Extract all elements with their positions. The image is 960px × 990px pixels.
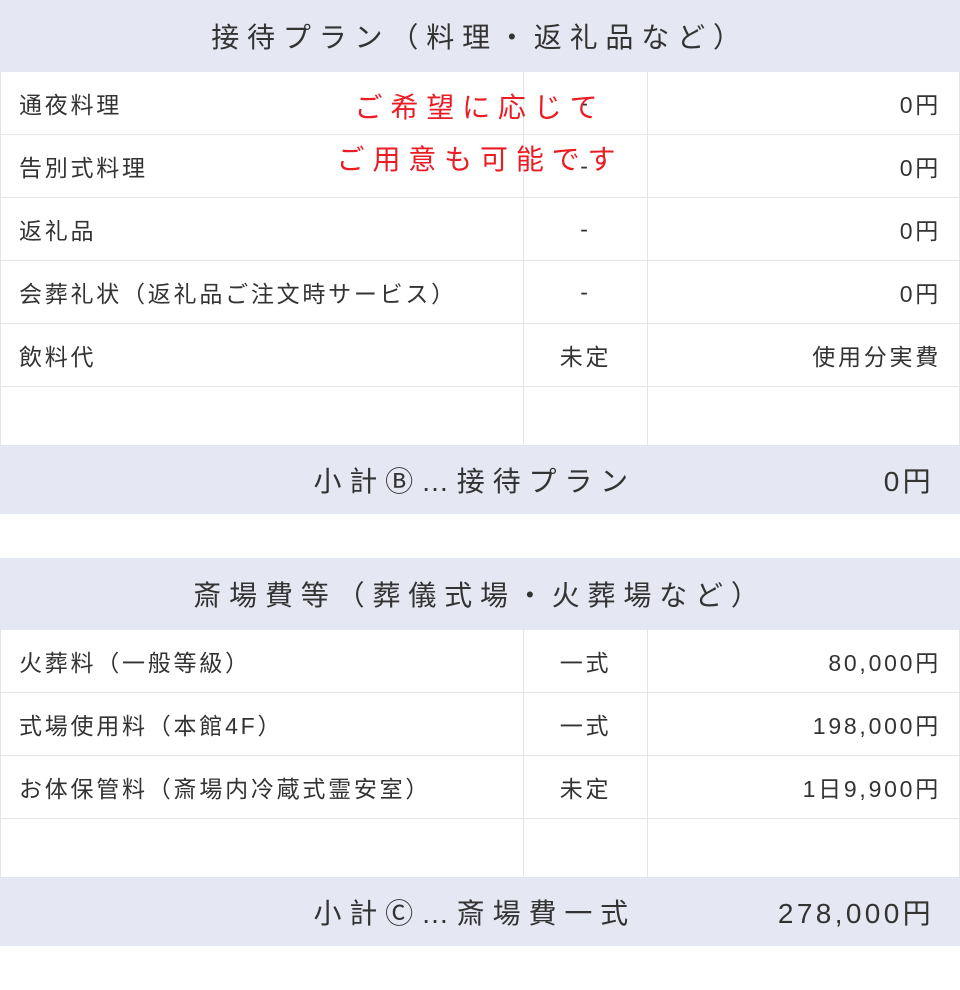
cell-unit: - [524, 135, 648, 198]
cell-price: 1日9,900円 [648, 756, 960, 819]
table-row: 告別式料理-0円 [1, 135, 960, 198]
cell-unit: 一式 [524, 630, 648, 693]
cell-unit: 未定 [524, 756, 648, 819]
cell-price: 0円 [648, 72, 960, 135]
cell-blank [524, 387, 648, 446]
table-row-blank [1, 819, 960, 878]
cell-blank [1, 819, 524, 878]
section-b-title: 接待プラン（料理・返礼品など） [0, 0, 960, 72]
cell-blank [648, 819, 960, 878]
cell-price: 0円 [648, 135, 960, 198]
section-c-title: 斎場費等（葬儀式場・火葬場など） [0, 558, 960, 630]
table-row: お体保管料（斎場内冷蔵式霊安室）未定1日9,900円 [1, 756, 960, 819]
section-c-subtotal: 小計Ⓒ…斎場費一式 278,000円 [0, 878, 960, 946]
cell-price: 80,000円 [648, 630, 960, 693]
cell-name: 返礼品 [1, 198, 524, 261]
cell-name: 告別式料理 [1, 135, 524, 198]
cell-name: 火葬料（一般等級） [1, 630, 524, 693]
section-b-subtotal: 小計Ⓑ…接待プラン 0円 [0, 446, 960, 514]
cell-name: 飲料代 [1, 324, 524, 387]
cell-name: お体保管料（斎場内冷蔵式霊安室） [1, 756, 524, 819]
subtotal-c-label: 小計Ⓒ…斎場費一式 [0, 892, 664, 932]
subtotal-c-value: 278,000円 [664, 892, 960, 932]
cell-unit: - [524, 261, 648, 324]
section-c-table: 火葬料（一般等級）一式80,000円式場使用料（本館4F）一式198,000円お… [0, 630, 960, 878]
page: ご希望に応じて ご用意も可能です 接待プラン（料理・返礼品など） 通夜料理-0円… [0, 0, 960, 946]
section-c: 斎場費等（葬儀式場・火葬場など） 火葬料（一般等級）一式80,000円式場使用料… [0, 558, 960, 946]
cell-unit: 未定 [524, 324, 648, 387]
cell-price: 198,000円 [648, 693, 960, 756]
table-row: 会葬礼状（返礼品ご注文時サービス）-0円 [1, 261, 960, 324]
table-row: 通夜料理-0円 [1, 72, 960, 135]
cell-price: 0円 [648, 261, 960, 324]
cell-unit: - [524, 72, 648, 135]
table-row: 火葬料（一般等級）一式80,000円 [1, 630, 960, 693]
cell-price: 0円 [648, 198, 960, 261]
cell-name: 会葬礼状（返礼品ご注文時サービス） [1, 261, 524, 324]
subtotal-b-label: 小計Ⓑ…接待プラン [0, 460, 664, 500]
table-row: 飲料代未定使用分実費 [1, 324, 960, 387]
subtotal-b-value: 0円 [664, 460, 960, 500]
cell-unit: - [524, 198, 648, 261]
cell-unit: 一式 [524, 693, 648, 756]
cell-name: 式場使用料（本館4F） [1, 693, 524, 756]
cell-blank [648, 387, 960, 446]
cell-price: 使用分実費 [648, 324, 960, 387]
section-b-table: 通夜料理-0円告別式料理-0円返礼品-0円会葬礼状（返礼品ご注文時サービス）-0… [0, 72, 960, 446]
cell-blank [524, 819, 648, 878]
section-b: 接待プラン（料理・返礼品など） 通夜料理-0円告別式料理-0円返礼品-0円会葬礼… [0, 0, 960, 514]
cell-name: 通夜料理 [1, 72, 524, 135]
table-row-blank [1, 387, 960, 446]
table-row: 返礼品-0円 [1, 198, 960, 261]
cell-blank [1, 387, 524, 446]
table-row: 式場使用料（本館4F）一式198,000円 [1, 693, 960, 756]
